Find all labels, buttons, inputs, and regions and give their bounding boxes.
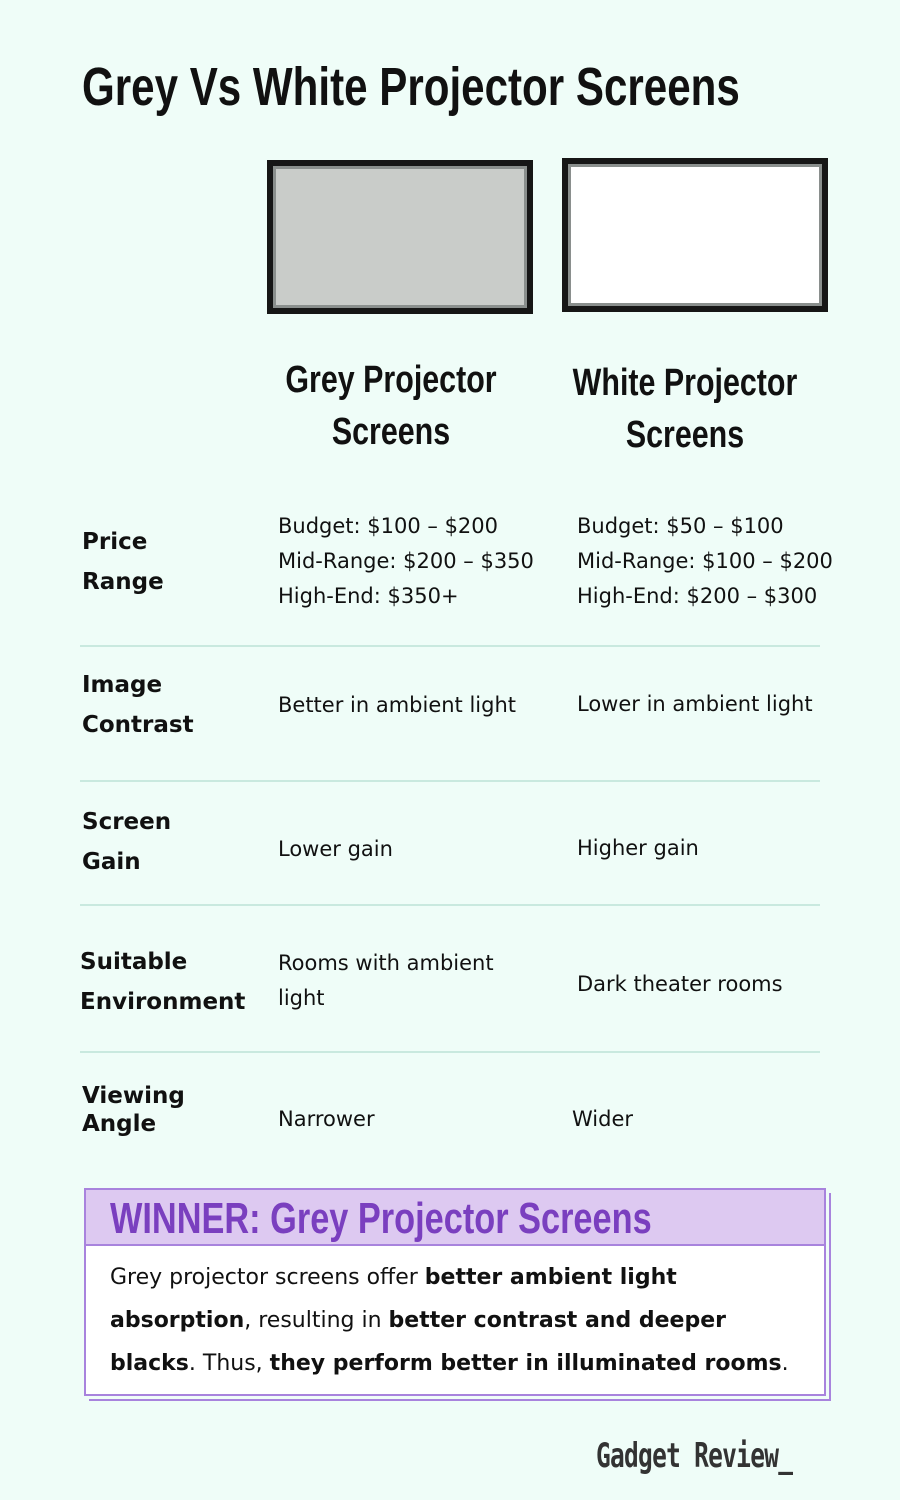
winner-title: WINNER: Grey Projector Screens bbox=[110, 1194, 652, 1243]
winner-header: WINNER: Grey Projector Screens bbox=[86, 1190, 824, 1246]
grey-screen-image bbox=[267, 160, 533, 314]
winner-text-bold: they perform better in illuminated rooms bbox=[269, 1351, 782, 1376]
white-suitable-environment: Dark theater rooms bbox=[577, 972, 783, 996]
row-divider bbox=[80, 904, 820, 906]
grey-price-mid: Mid-Range: $200 – $350 bbox=[278, 549, 534, 573]
winner-box: WINNER: Grey Projector Screens Grey proj… bbox=[84, 1188, 826, 1396]
row-divider bbox=[80, 780, 820, 782]
white-screen-gain: Higher gain bbox=[577, 836, 699, 860]
page-title: Grey Vs White Projector Screens bbox=[82, 57, 740, 117]
winner-description: Grey projector screens offer better ambi… bbox=[110, 1256, 810, 1385]
row-label-image-contrast: Image Contrast bbox=[82, 672, 194, 738]
grey-suitable-environment: Rooms with ambient light bbox=[278, 951, 494, 1010]
winner-text-bold: better contrast and deeper blacks bbox=[110, 1308, 726, 1376]
winner-text-part: Grey projector screens offer bbox=[110, 1265, 425, 1290]
grey-price-high: High-End: $350+ bbox=[278, 584, 459, 608]
white-image-contrast: Lower in ambient light bbox=[577, 692, 813, 716]
gadget-review-logo: Gadget Review_ bbox=[596, 1436, 793, 1476]
row-divider bbox=[80, 645, 820, 647]
row-label-suitable-environment: Suitable Environment bbox=[80, 949, 246, 1015]
white-screen-image bbox=[562, 158, 828, 312]
white-price-mid: Mid-Range: $100 – $200 bbox=[577, 549, 833, 573]
row-label-price-range: Price Range bbox=[82, 529, 164, 595]
column-heading-white: White Projector Screens bbox=[572, 362, 798, 456]
grey-viewing-angle: Narrower bbox=[278, 1107, 375, 1131]
grey-screen-gain: Lower gain bbox=[278, 837, 393, 861]
row-label-viewing-angle: Viewing Angle bbox=[82, 1083, 185, 1137]
winner-text-part: . Thus, bbox=[188, 1351, 270, 1376]
column-heading-grey: Grey Projector Screens bbox=[285, 359, 497, 453]
winner-text-bold: better ambient light absorption bbox=[110, 1265, 677, 1333]
grey-image-contrast: Better in ambient light bbox=[278, 693, 517, 717]
row-divider bbox=[80, 1051, 820, 1053]
white-viewing-angle: Wider bbox=[572, 1107, 634, 1131]
winner-text-part: , resulting in bbox=[244, 1308, 389, 1333]
winner-text-part: . bbox=[781, 1351, 789, 1376]
grey-price-budget: Budget: $100 – $200 bbox=[278, 514, 499, 538]
row-label-screen-gain: Screen Gain bbox=[82, 809, 172, 875]
white-price-high: High-End: $200 – $300 bbox=[577, 584, 818, 608]
white-price-budget: Budget: $50 – $100 bbox=[577, 514, 784, 538]
